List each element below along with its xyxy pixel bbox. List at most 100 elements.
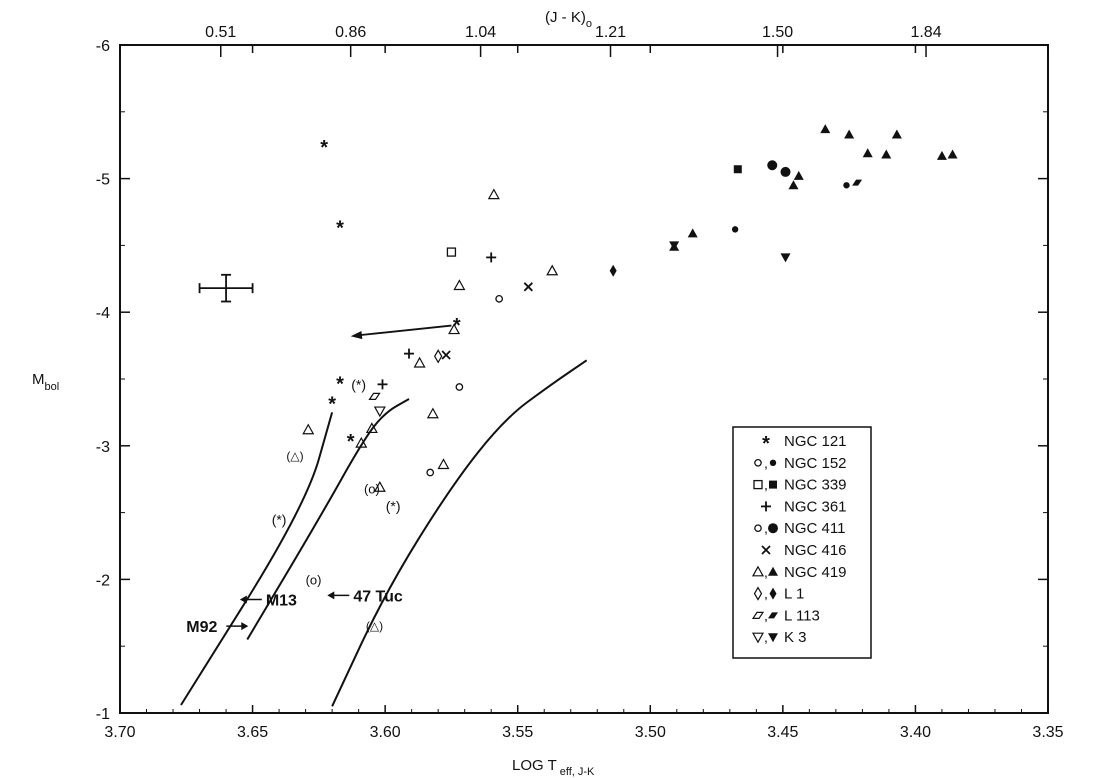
data-point-open-triangle (546, 264, 559, 276)
data-point-filled-triangle (793, 170, 804, 180)
legend-comma: , (764, 455, 768, 471)
data-point-open-triangle (437, 458, 450, 470)
data-point-filled-triangle (820, 124, 831, 134)
data-point-open-square (446, 247, 457, 257)
data-point-open-diamond (753, 586, 763, 601)
data-point-filled-parallelogram (768, 612, 778, 619)
data-point-asterisk: * (762, 433, 770, 455)
data-point-filled-down-triangle (669, 241, 680, 251)
data-point-filled-triangle (844, 129, 855, 139)
data-point-filled-triangle (788, 180, 799, 190)
legend: * NGC 121, NGC 152 , NGC 339 NGC 361, NGC 411 N… (732, 426, 872, 659)
legend-label: L 113 (784, 607, 820, 624)
legend-item: , L 113 (751, 607, 820, 624)
data-point-plus (404, 348, 415, 359)
data-point-open-parallelogram (368, 392, 381, 400)
data-point-asterisk-uncertain: (*) (351, 376, 366, 392)
data-point-asterisk-uncertain: (*) (272, 511, 287, 527)
data-point-open-triangle (751, 565, 765, 577)
y-tick-label: -1 (96, 706, 110, 723)
data-point-filled-square (769, 480, 777, 489)
curve-label-arrow-head (327, 591, 335, 600)
plot-frame (119, 44, 1049, 714)
data-point-open-circle (754, 524, 762, 533)
curves-layer (180, 273, 588, 707)
data-point-filled-square (733, 165, 742, 174)
y-axis-title-sub: bol (45, 381, 60, 393)
isochrone-curve-m13 (246, 398, 410, 641)
legend-label: NGC 152 (784, 455, 847, 472)
curve-label-m13: M13 (266, 592, 297, 609)
data-point-filled-circle (731, 226, 739, 233)
legend-item: NGC 361 (761, 498, 847, 515)
y-tick-label: -5 (96, 172, 110, 189)
data-point-triangle-uncertain: (△) (366, 619, 383, 633)
curve-label-m92: M92 (186, 619, 217, 636)
evolution-arrow-line (358, 324, 452, 337)
y-tick-label: -4 (96, 305, 110, 322)
data-point-filled-down-triangle (768, 633, 778, 643)
data-point-filled-parallelogram (852, 179, 863, 186)
ticks-layer: 3.70 3.65 3.60 3.55 3.50 3.45 3.40 3.35 -6 -5 -4 -3… (96, 24, 1064, 741)
legend-label: NGC 411 (784, 520, 845, 537)
x-tick-label: 3.60 (370, 724, 401, 741)
points-layer: ******(*)(*)(*)(o)(o)(△)(△) (272, 124, 958, 633)
x-tick-label: 3.45 (767, 724, 798, 741)
data-point-open-triangle (426, 407, 439, 419)
data-point-open-triangle (487, 188, 500, 200)
legend-item: , NGC 339 (753, 477, 847, 494)
top-tick-label: 0.51 (205, 24, 236, 41)
legend-item: , NGC 411 (754, 520, 845, 537)
data-point-cross (523, 282, 533, 292)
legend-comma: , (764, 477, 768, 493)
data-point-plus (377, 379, 388, 390)
data-point-asterisk: * (453, 315, 461, 337)
data-point-open-triangle (413, 356, 426, 368)
data-point-circle-uncertain: (o) (306, 572, 322, 587)
legend-item: , K 3 (751, 629, 807, 646)
data-point-asterisk: * (328, 394, 336, 416)
top-tick-label: 1.21 (595, 24, 626, 41)
curve-label-arrow-head (241, 622, 249, 631)
legend-item: , L 1 (753, 586, 804, 603)
legend-label: NGC 419 (784, 564, 847, 581)
cross-b (523, 282, 533, 292)
data-point-open-triangle (365, 422, 378, 434)
data-point-filled-triangle (891, 129, 902, 139)
legend-label: K 3 (784, 629, 807, 646)
legend-comma: , (764, 629, 768, 645)
top-tick-label: 0.86 (335, 24, 366, 41)
data-point-open-triangle (373, 480, 386, 492)
data-point-filled-triangle (687, 228, 698, 238)
x-tick-label: 3.70 (104, 724, 135, 741)
y-tick-label: -2 (96, 572, 110, 589)
data-point-cross (761, 545, 771, 555)
data-point-open-parallelogram (751, 611, 765, 620)
curve-label-47-tuc: 47 Tuc (353, 588, 403, 605)
data-point-open-diamond (433, 349, 443, 364)
data-point-large-filled-circle (767, 160, 778, 171)
data-point-plus (761, 501, 771, 512)
data-point-filled-down-triangle (780, 253, 791, 263)
y-axis-title: Mbol (32, 371, 59, 393)
isochrone-curve-m92 (180, 412, 334, 706)
data-point-circle-uncertain: (o) (364, 482, 380, 497)
data-point-open-circle (495, 294, 504, 303)
y-tick-label: -6 (96, 38, 110, 55)
x-tick-label: 3.50 (635, 724, 666, 741)
legend-comma: , (764, 607, 768, 623)
curve-label-arrow-head (239, 595, 247, 604)
x-tick-label: 3.35 (1032, 724, 1063, 741)
data-point-open-circle (754, 458, 762, 467)
data-point-open-circle (455, 383, 464, 391)
top-axis-title-sub: o (586, 18, 592, 30)
data-point-filled-diamond (769, 587, 777, 600)
legend-comma: , (764, 520, 768, 536)
legend-item: * NGC 121 (762, 433, 846, 455)
data-point-filled-circle (843, 182, 850, 189)
data-point-open-triangle (302, 423, 315, 435)
data-point-open-triangle (355, 436, 368, 448)
top-tick-label: 1.50 (762, 24, 793, 41)
data-point-open-triangle (453, 279, 466, 291)
